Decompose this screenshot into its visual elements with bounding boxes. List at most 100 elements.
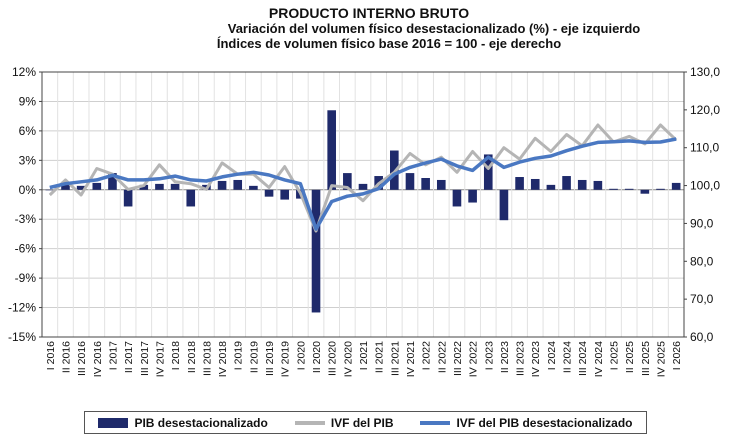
legend-item-pib: PIB desestacionalizado: [98, 415, 268, 430]
x-axis-tick-label: III 2023: [515, 341, 527, 376]
bar-pib: [358, 183, 368, 190]
bar-pib: [593, 180, 603, 190]
x-axis-tick-label: IV 2018: [217, 341, 229, 377]
x-axis-tick-label: II 2020: [311, 341, 323, 373]
x-axis-tick-label: IV 2019: [280, 341, 292, 377]
line-ivf-pib: [48, 123, 678, 233]
chart-title: PRODUCTO INTERNO BRUTO: [268, 5, 470, 21]
bar-pib: [577, 179, 587, 190]
bar-pib: [264, 189, 274, 197]
left-axis-tick-label: 9%: [19, 94, 37, 108]
left-axis-tick-label: 0%: [19, 183, 37, 197]
bar-pib: [530, 178, 540, 190]
x-axis-tick-label: II 2024: [562, 341, 574, 373]
bar-pib: [170, 183, 180, 190]
x-axis-tick-label: II 2023: [499, 341, 511, 373]
x-axis-tick-label: IV 2020: [342, 341, 354, 377]
bar-pib: [108, 173, 117, 190]
left-axis-tick-label: 3%: [19, 153, 37, 167]
bar-pib: [671, 182, 681, 190]
x-axis-tick-label: IV 2024: [593, 341, 605, 377]
x-axis-tick-label: III 2018: [201, 341, 213, 376]
bar-pib: [515, 177, 524, 190]
legend-swatch-pib: [98, 417, 129, 428]
x-axis-tick-label: III 2019: [264, 341, 276, 376]
left-axis-tick-label: 6%: [19, 124, 37, 138]
bar-pib: [249, 185, 258, 190]
x-axis-tick-label: IV 2017: [154, 341, 166, 377]
bar-pib: [327, 110, 336, 190]
right-axis-tick-label: 90,0: [690, 216, 714, 230]
x-axis-tick-label: II 2021: [374, 341, 386, 373]
legend-item-ivf-des: IVF del PIB desestacionalizado: [420, 415, 633, 430]
bar-pib: [45, 189, 55, 191]
chart-subtitle-right-axis: Índices de volumen físico base 2016 = 10…: [216, 36, 562, 51]
x-axis-tick-label: III 2022: [452, 341, 464, 376]
bar-pib: [76, 185, 86, 190]
x-axis-tick-label: II 2019: [248, 341, 260, 373]
bar-pib: [155, 183, 164, 190]
x-axis-tick-label: III 2025: [640, 341, 652, 376]
bar-pib: [280, 189, 290, 200]
legend-label-ivf: IVF del PIB: [330, 415, 394, 430]
x-axis-tick-label: IV 2022: [468, 341, 480, 377]
x-axis-tick-label: IV 2025: [656, 341, 668, 377]
bar-pib: [640, 189, 650, 194]
bar-pib: [405, 173, 415, 190]
right-axis-tick-label: 120,0: [690, 103, 720, 117]
x-axis-tick-label: II 2025: [624, 341, 636, 373]
bar-pib: [436, 179, 446, 190]
x-axis-tick-label: II 2017: [123, 341, 135, 373]
bar-pib: [343, 173, 352, 190]
x-axis-tick-label: I 2017: [107, 341, 119, 370]
bar-pib: [123, 189, 133, 207]
x-axis-tick-label: I 2020: [295, 341, 307, 370]
legend-label-pib: PIB desestacionalizado: [134, 415, 268, 430]
bar-pib: [468, 189, 477, 203]
bar-pib: [609, 188, 618, 190]
legend-swatch-ivf: [294, 420, 325, 425]
x-axis-tick-label: I 2019: [233, 341, 245, 370]
x-axis-tick-label: I 2022: [421, 341, 433, 370]
left-axis-tick-label: -12%: [8, 301, 36, 315]
x-axis-tick-label: I 2024: [546, 341, 558, 370]
bar-pib: [483, 154, 493, 190]
legend-swatch-ivf-des: [420, 420, 451, 425]
left-axis-tick-label: -15%: [8, 330, 36, 344]
bar-pib: [421, 178, 430, 190]
left-axis-tick-label: -9%: [15, 271, 37, 285]
bar-pib: [233, 179, 243, 190]
x-axis-tick-label: IV 2021: [405, 341, 417, 377]
legend: PIB desestacionalizado IVF del PIB IVF d…: [84, 411, 647, 434]
bar-pib: [452, 189, 462, 207]
x-axis-tick-label: I 2023: [483, 341, 495, 370]
bar-pib: [92, 182, 102, 190]
legend-label-ivf-des: IVF del PIB desestacionalizado: [456, 415, 633, 430]
left-axis-tick-label: 12%: [12, 65, 36, 79]
x-axis-tick-label: III 2016: [76, 341, 88, 376]
x-axis-tick-label: II 2016: [60, 341, 72, 373]
right-axis-tick-label: 110,0: [690, 141, 719, 155]
x-axis-tick-label: I 2021: [358, 341, 370, 370]
bar-pib: [499, 189, 509, 221]
legend-item-ivf: IVF del PIB: [294, 415, 394, 430]
left-axis-tick-label: -3%: [15, 212, 37, 226]
x-axis-tick-label: III 2021: [389, 341, 401, 376]
x-axis-tick-label: I 2025: [609, 341, 621, 370]
right-axis-tick-label: 80,0: [690, 254, 714, 268]
bar-pib: [624, 188, 634, 190]
chart-subtitle-left-axis: Variación del volumen físico desestacion…: [227, 21, 641, 36]
right-axis-tick-label: 70,0: [690, 292, 714, 306]
line-ivf-pib-desestacionalizado: [49, 137, 677, 231]
bar-pib: [311, 189, 321, 313]
x-axis-tick-label: IV 2016: [92, 341, 104, 377]
bar-pib: [186, 189, 196, 207]
plot-frame: [41, 71, 685, 338]
right-axis-tick-label: 100,0: [690, 179, 720, 193]
right-axis-tick-label: 60,0: [690, 330, 714, 344]
bar-pib: [217, 180, 227, 190]
x-axis-tick-label: IV 2023: [530, 341, 542, 377]
x-axis-tick-label: I 2018: [170, 341, 182, 370]
x-axis-tick-label: I 2016: [45, 341, 57, 370]
